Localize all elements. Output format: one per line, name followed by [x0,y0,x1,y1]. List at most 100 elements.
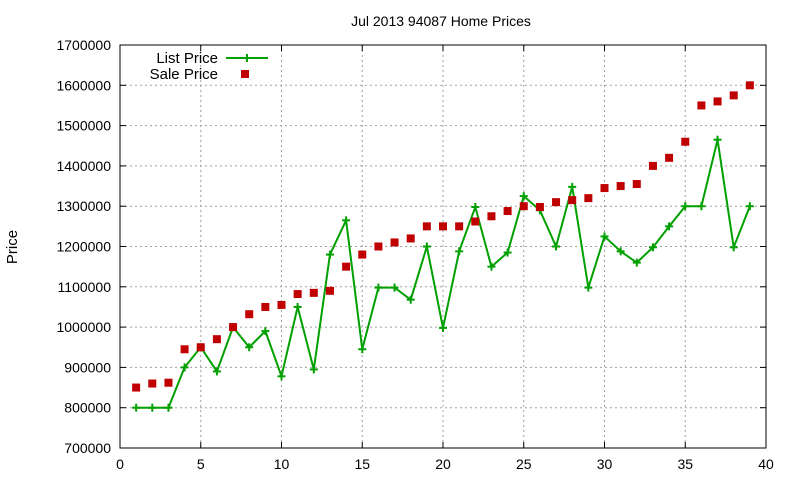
list-price-point [148,403,157,412]
list-price-point [503,248,512,257]
sale-price-point [358,250,367,259]
sale-price-point [487,212,496,221]
list-price-point [390,283,399,292]
x-tick-label: 15 [354,456,370,472]
list-price-point [374,283,383,292]
list-price-point [519,192,528,201]
sale-price-series [132,81,754,392]
sale-price-point [277,300,286,309]
sale-price-point [681,137,690,146]
list-price-point [325,250,334,259]
sale-price-point [729,91,738,100]
list-price-point [681,202,690,211]
y-tick-label: 1300000 [56,198,111,214]
sale-price-point [261,302,270,311]
sale-price-point [342,262,351,271]
list-price-point [439,323,447,332]
list-price-point [293,302,302,311]
y-tick-label: 1400000 [56,158,111,174]
sale-price-point [535,203,544,212]
sale-price-point [584,194,593,203]
sale-price-point [519,202,528,211]
y-tick-label: 1700000 [56,37,111,53]
y-tick-label: 900000 [64,359,111,375]
y-tick-label: 700000 [64,440,111,456]
list-price-point [697,202,706,211]
x-tick-label: 40 [758,456,774,472]
list-price-point [212,367,221,376]
legend-label-sale-price: Sale Price [150,66,218,83]
sale-price-point [471,217,480,226]
x-axis: 0 5 10 15 20 25 30 35 40 [116,45,774,472]
sale-price-point [325,286,334,295]
list-price-series [132,135,754,412]
y-tick-label: 1100000 [58,279,112,295]
list-price-line [136,139,751,409]
x-tick-label: 5 [197,456,205,472]
list-price-point [358,345,367,354]
sale-price-point [148,379,157,388]
list-price-point [616,247,625,256]
x-tick-label: 0 [116,456,124,472]
list-price-point [487,262,496,271]
series [132,81,754,412]
sale-price-point [180,345,189,354]
sale-price-point [665,153,674,162]
y-axis-label: Price [4,230,21,264]
sale-price-point [632,180,641,189]
list-price-point [164,403,173,412]
list-price-point [261,327,270,336]
sale-price-point [245,310,254,319]
sale-price-point [196,343,205,352]
sale-price-point [439,222,447,231]
legend-marker-sale-price [241,70,249,78]
sale-price-point [503,207,512,216]
sale-price-point [616,182,625,191]
y-tick-label: 1600000 [56,77,111,93]
x-tick-label: 25 [516,456,532,472]
sale-price-point [212,335,221,344]
sale-price-point [568,196,577,205]
sale-price-point [600,184,609,193]
sale-price-point [713,97,722,106]
sale-price-point [132,383,141,392]
sale-price-point [374,242,383,251]
legend-label-list-price: List Price [156,50,218,67]
y-tick-label: 1500000 [56,118,111,134]
list-price-point [729,243,738,252]
sale-price-point [406,234,415,243]
list-price-point [422,242,431,251]
list-price-point [632,258,641,267]
list-price-point [568,182,577,191]
legend-marker-list-price [243,54,251,62]
list-price-point [309,365,318,374]
list-price-point [277,372,286,381]
x-tick-label: 30 [597,456,613,472]
list-price-point [132,403,141,412]
list-price-point [648,243,657,252]
sale-price-point [745,81,754,90]
sale-price-point [229,323,238,332]
sale-price-point [697,101,706,110]
list-price-point [552,242,561,251]
chart-title: Jul 2013 94087 Home Prices [351,13,531,29]
list-price-point [245,343,254,352]
list-price-point [342,216,351,225]
sale-price-point [455,222,464,231]
y-tick-label: 800000 [64,400,111,416]
sale-price-point [309,288,318,297]
y-axis: 700000 800000 900000 1000000 1100000 1200000 1… [56,37,766,456]
sale-price-point [552,198,561,207]
list-price-point [745,202,754,211]
y-tick-label: 1000000 [56,319,111,335]
list-price-point [665,222,674,231]
list-price-point [713,135,722,144]
y-tick-label: 1200000 [56,239,111,255]
list-price-point [584,283,593,292]
x-tick-label: 10 [274,456,290,472]
sale-price-point [293,290,302,299]
list-price-point [406,295,415,304]
sale-price-point [164,378,173,387]
